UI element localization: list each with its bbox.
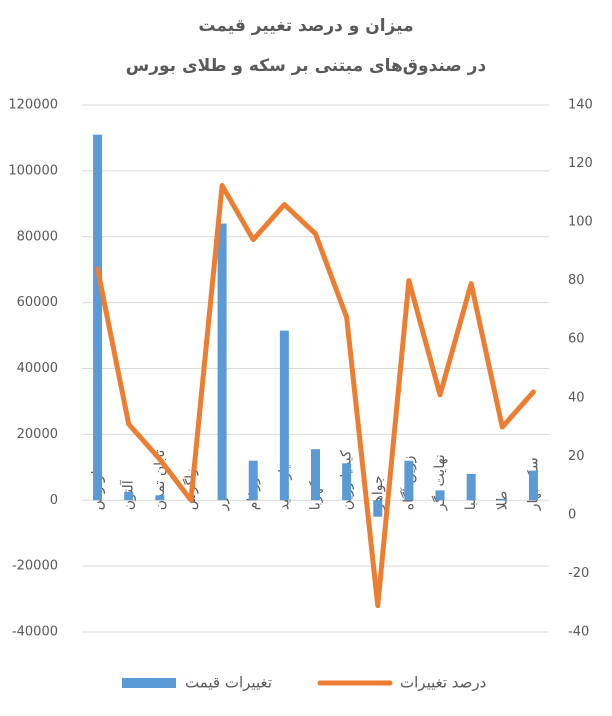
bar [528, 470, 538, 501]
bar [279, 330, 289, 501]
y2-tick-label: 20 [568, 449, 585, 464]
bar [311, 449, 320, 501]
y-tick-label: 100000 [8, 163, 58, 178]
y2-tick-label: 40 [568, 390, 585, 405]
y2-tick-label: -40 [568, 625, 589, 640]
y-tick-label: 120000 [8, 98, 58, 113]
y2-tick-label: 100 [568, 215, 593, 230]
bar [497, 499, 507, 501]
bar [342, 463, 352, 501]
legend-label: تغییرات قیمت [185, 674, 272, 692]
legend-label: درصد تغییرات [400, 674, 486, 692]
y2-tick-label: 80 [568, 273, 585, 288]
chart-subtitle: در صندوق‌های مبتنی بر سکه و طلای بورس [126, 56, 487, 76]
y-tick-label: 20000 [17, 427, 58, 442]
bar [404, 460, 414, 501]
bar [435, 490, 445, 501]
bar [155, 495, 165, 501]
bar [93, 134, 103, 501]
y2-tick-label: 120 [568, 156, 593, 171]
bar [217, 223, 227, 501]
y2-tick-label: 140 [568, 98, 593, 113]
line [95, 183, 536, 609]
bar [248, 460, 258, 501]
x-tick-label: طلا [494, 491, 510, 511]
y-tick-label: 80000 [17, 229, 58, 244]
y-tick-label: 60000 [17, 295, 58, 310]
bar [373, 500, 383, 517]
x-tick-label: زر [214, 497, 230, 512]
x-tick-label: نهایت نگر [431, 454, 448, 511]
y2-tick-label: 60 [568, 332, 585, 347]
y-tick-label: 40000 [17, 361, 58, 376]
chart-title: میزان و درصد تغییر قیمت [198, 16, 413, 36]
y-tick-label: 0 [50, 493, 58, 508]
y-tick-label: -40000 [12, 625, 58, 640]
bar [124, 492, 134, 501]
legend-swatch [122, 678, 176, 688]
bar [466, 473, 476, 501]
y2-tick-label: -20 [568, 566, 589, 581]
y2-tick-label: 0 [568, 507, 576, 522]
y-tick-label: -20000 [12, 559, 58, 574]
